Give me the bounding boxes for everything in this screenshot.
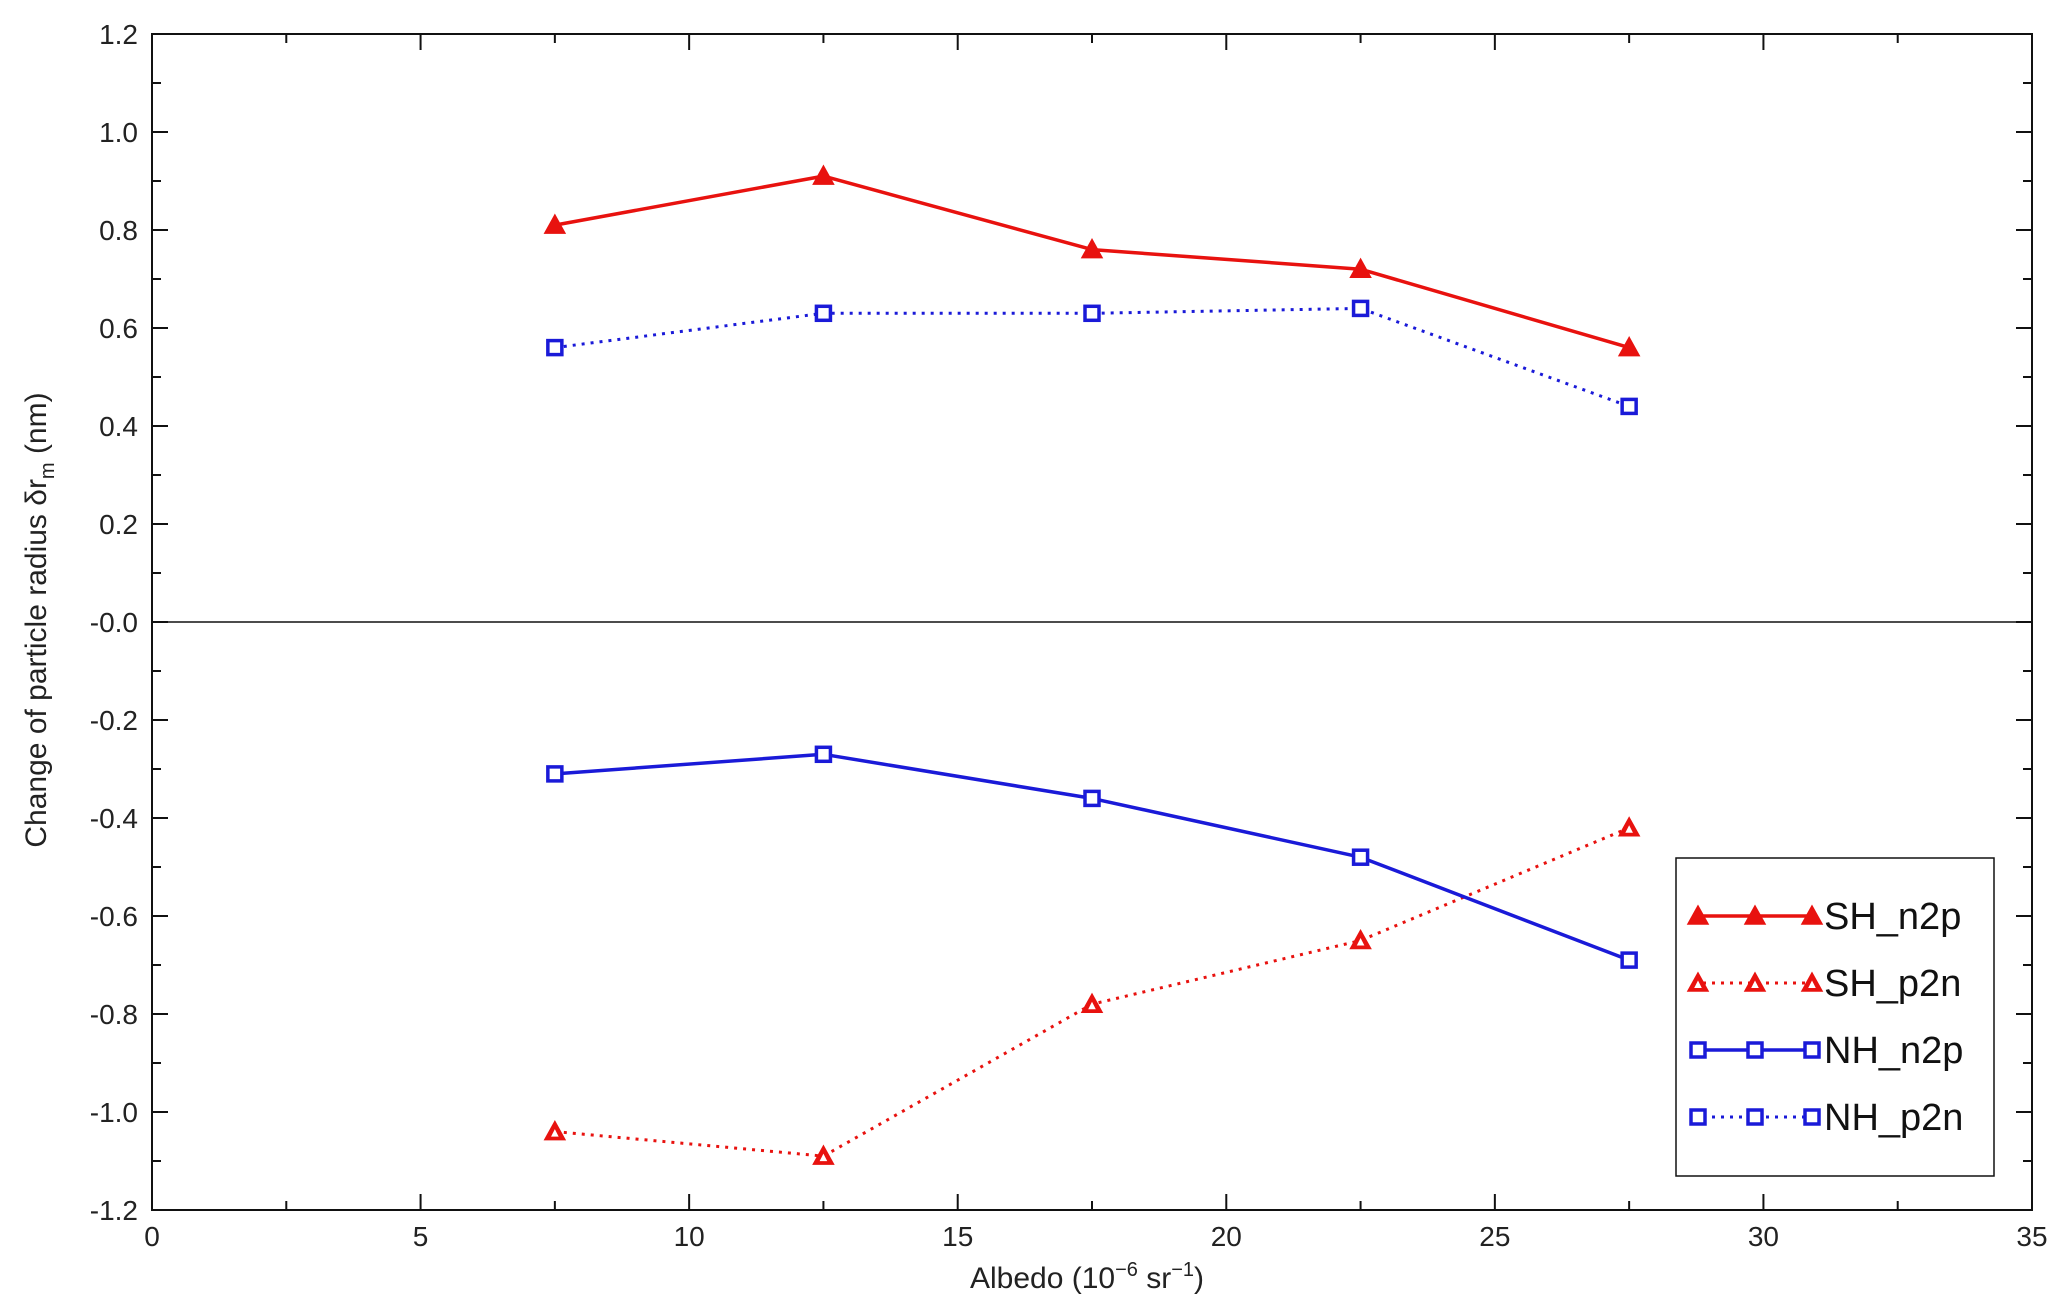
data-point [546, 765, 564, 783]
data-point [814, 304, 833, 323]
legend-entry: SH_n2p [1686, 896, 1961, 938]
x-tick-label: 35 [2016, 1221, 2047, 1252]
data-point [1620, 397, 1638, 416]
legend-swatch-marker [1746, 1108, 1764, 1126]
y-tick-label: 0.6 [99, 313, 138, 344]
legend-swatch-marker-hollow [1808, 980, 1816, 988]
x-tick-label: 20 [1211, 1221, 1242, 1252]
x-tick-label: 30 [1748, 1221, 1779, 1252]
x-tick-label: 15 [942, 1221, 973, 1252]
series-SH_n2p [543, 164, 1641, 357]
legend-swatch-marker [1803, 1108, 1821, 1126]
y-tick-label: -0.0 [90, 607, 138, 638]
legend-swatch-marker [1689, 1041, 1707, 1059]
legend-label: SH_p2n [1824, 963, 1961, 1005]
data-point [1349, 257, 1372, 278]
x-tick-label: 25 [1479, 1221, 1510, 1252]
series-line [554, 752, 1630, 962]
legend-label: NH_p2n [1824, 1097, 1963, 1139]
x-tick-label: 5 [413, 1221, 429, 1252]
data-point [1351, 299, 1370, 318]
legend-swatch-marker [1686, 904, 1710, 925]
y-tick-label: -0.2 [90, 705, 138, 736]
y-tick-label: 0.8 [99, 215, 138, 246]
legend-entry: SH_p2n [1686, 963, 1961, 1005]
legend-swatch-marker [1746, 1041, 1764, 1059]
data-point-hollow [551, 1129, 559, 1137]
legend-swatch-marker-hollow [1751, 980, 1759, 988]
data-point [1351, 848, 1370, 866]
legend-swatch-marker [1743, 904, 1767, 925]
y-tick-label: -0.4 [90, 803, 138, 834]
data-point [812, 164, 835, 185]
y-tick-label: 1.0 [99, 117, 138, 148]
legend-swatch-marker [1689, 1108, 1707, 1126]
y-axis-title: Change of particle radius δrm (nm) [20, 392, 59, 847]
series-NH_n2p [546, 745, 1638, 969]
data-point [1083, 789, 1101, 808]
data-point-hollow [819, 1153, 828, 1162]
y-tick-label: -0.8 [90, 999, 138, 1030]
series-SH_p2n [543, 816, 1641, 1165]
data-point [1080, 238, 1104, 259]
legend: SH_n2p SH_p2n NH_n2p NH_p2n [1675, 857, 1995, 1177]
legend-label: NH_n2p [1824, 1030, 1963, 1072]
data-point [546, 338, 564, 357]
y-tick-label: 0.2 [99, 509, 138, 540]
axes: 0 5 10 15 20 25 30 35 -1.2 -1.0 -0.8 -0.6 -0.4 -0.2 -0… [90, 19, 2048, 1252]
legend-box [1675, 857, 1995, 1177]
data-point [543, 213, 567, 234]
data-point [1620, 951, 1638, 969]
data-point [1083, 304, 1101, 323]
series-line [554, 826, 1630, 1158]
y-tick-label: -0.6 [90, 901, 138, 932]
legend-entry: NH_n2p [1689, 1030, 1963, 1072]
data-point-hollow [1088, 1001, 1096, 1010]
data-point-hollow [1356, 938, 1365, 946]
data-point-hollow [1625, 825, 1633, 833]
y-tick-label: -1.0 [90, 1097, 138, 1128]
x-tick-label: 0 [144, 1221, 160, 1252]
x-tick-label: 10 [674, 1221, 705, 1252]
data-point [814, 745, 833, 764]
legend-swatch-marker [1803, 1041, 1821, 1059]
y-tick-label: -1.2 [90, 1195, 138, 1226]
y-tick-label: 1.2 [99, 19, 138, 50]
legend-entry: NH_p2n [1689, 1097, 1963, 1139]
x-axis-title: Albedo (10−6 sr−1) [970, 1259, 1204, 1295]
y-tick-label: 0.4 [99, 411, 138, 442]
series-line [554, 306, 1630, 408]
data-point [1617, 336, 1641, 357]
legend-swatch-marker-hollow [1694, 980, 1702, 988]
legend-label: SH_n2p [1824, 896, 1961, 938]
series-group [543, 164, 1641, 1165]
legend-swatch-marker [1800, 904, 1824, 925]
series-NH_p2n [546, 299, 1638, 416]
